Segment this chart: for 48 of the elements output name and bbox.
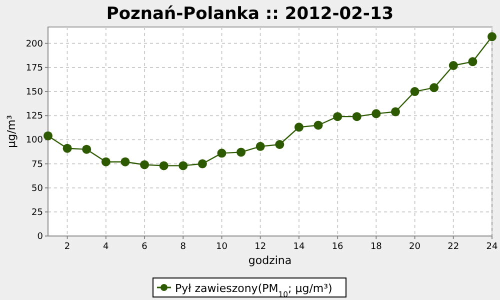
point	[390, 107, 400, 116]
x-tick-label: 8	[180, 242, 186, 252]
x-tick-label: 16	[332, 242, 344, 252]
x-tick-label: 22	[448, 242, 460, 252]
y-axis-title: µg/m³	[5, 115, 18, 148]
point	[430, 83, 439, 92]
point	[352, 112, 362, 122]
point	[236, 148, 246, 157]
y-tick-label: 50	[32, 184, 44, 194]
point	[448, 61, 458, 70]
x-tick-label: 6	[142, 242, 148, 252]
point	[120, 157, 130, 166]
y-tick-label: 100	[26, 136, 44, 146]
point	[468, 57, 478, 66]
y-tick-label: 175	[26, 63, 43, 74]
point	[101, 157, 110, 166]
x-axis-title: godzina	[248, 254, 292, 267]
chart-title: Poznań-Polanka :: 2012-02-13	[106, 4, 394, 24]
x-tick-label: 2	[64, 242, 70, 252]
point	[372, 109, 381, 118]
point	[314, 120, 323, 130]
x-tick-label: 12	[254, 242, 266, 252]
x-tick-label: 20	[409, 242, 421, 252]
point	[140, 160, 150, 170]
x-tick-label: 10	[216, 242, 228, 252]
point	[159, 161, 168, 170]
x-tick-label: 18	[370, 242, 382, 252]
y-tick-label: 200	[26, 39, 44, 50]
point	[62, 144, 72, 153]
y-tick-label: 25	[32, 208, 43, 218]
point	[333, 112, 342, 122]
y-tick-label: 75	[32, 160, 43, 170]
point	[488, 32, 496, 42]
point	[178, 161, 188, 170]
x-tick-label: 24	[486, 242, 498, 252]
point	[294, 122, 304, 132]
y-tick-label: 150	[26, 88, 44, 98]
y-tick-label: 0	[37, 232, 44, 242]
x-tick-label: 14	[293, 242, 305, 252]
point	[410, 87, 420, 96]
x-tick-label: 4	[103, 242, 110, 252]
point	[217, 148, 226, 158]
point	[198, 159, 207, 168]
point	[256, 142, 265, 151]
point	[82, 144, 92, 154]
point	[275, 140, 284, 149]
point	[44, 131, 52, 140]
y-tick-label: 125	[26, 112, 43, 122]
